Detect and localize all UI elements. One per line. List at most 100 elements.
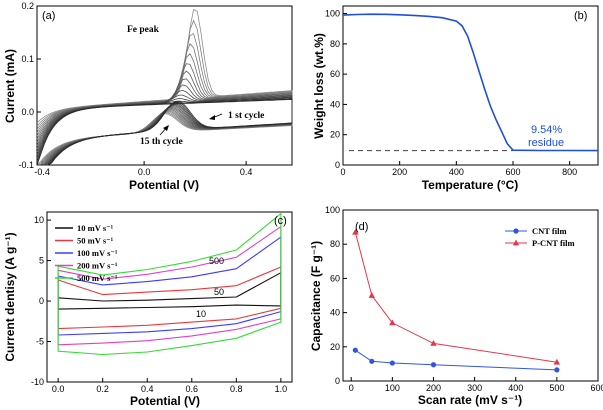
panel-c-curves	[57, 213, 282, 356]
panel-d-ticks: 0 100 200 300 400 500 600 0 20 40 60 80 100	[325, 205, 603, 393]
panel-d-label: (d)	[355, 221, 368, 233]
panel-c-xtick-label: 0.2	[96, 384, 109, 394]
panel-d-ytick-label: 60	[330, 273, 340, 283]
legend-marker-1	[513, 228, 519, 234]
panel-b-ylabel: Weight loss (wt.%)	[312, 33, 326, 139]
panel-d-xtick-label: 200	[426, 383, 441, 393]
panel-a-label: (a)	[42, 10, 55, 22]
panel-b: 0 200 400 600 800 0 20 40 60 80 100 (b) 9.54% resi…	[312, 5, 599, 192]
panel-c-ytick-label: -10	[31, 377, 44, 387]
panel-a-xtick-label: -0.4	[34, 167, 50, 177]
cnt-point	[352, 347, 358, 353]
panel-a-ytick-label: 0.0	[21, 107, 34, 117]
panel-c-ticks: 0.0 0.2 0.4 0.6 0.8 1.0 -10 -5 0 5 10	[31, 215, 287, 394]
panel-b-label: (b)	[574, 10, 587, 22]
cnt-point	[389, 360, 395, 366]
panel-d-xtick-label: 400	[508, 383, 523, 393]
panel-d-ytick-label: 20	[330, 342, 340, 352]
annotation-1st-cycle: 1 st cycle	[228, 111, 264, 121]
panel-b-curves	[342, 13, 599, 152]
legend-label-2: 50 mV s⁻¹	[77, 236, 114, 246]
curve-label-500: 500	[209, 256, 224, 266]
panel-d-ytick-label: 100	[325, 205, 340, 215]
panel-d-frame	[342, 209, 599, 382]
panel-c-xlabel: Potential (V)	[130, 394, 200, 408]
panel-b-xtick-label: 200	[392, 167, 407, 177]
panel-a-xtick-label: 0.4	[240, 167, 253, 177]
panel-d-ytick-label: 80	[330, 239, 340, 249]
legend-label-4: 200 mV s⁻¹	[77, 261, 118, 271]
legend-label-1: 10 mV s⁻¹	[77, 223, 114, 233]
cnt-point	[369, 358, 375, 364]
curve-label-50: 50	[214, 287, 224, 297]
arrow-1st-cycle-head	[209, 115, 215, 120]
panel-b-ytick-label: 80	[330, 39, 340, 49]
panel-b-ytick-label: 20	[330, 130, 340, 140]
tga-line	[342, 13, 599, 152]
panel-b-ytick-label: 40	[330, 99, 340, 109]
pcnt-point	[430, 339, 437, 346]
panel-a-curves	[36, 8, 293, 166]
panel-c-xtick-label: 0.8	[230, 384, 243, 394]
legend-label-3: 100 mV s⁻¹	[77, 248, 118, 258]
legend-label-5: 500 mV s⁻¹	[77, 273, 118, 283]
panel-d-ytick-label: 0	[335, 376, 340, 386]
panel-b-xtick-label: 800	[562, 167, 577, 177]
panel-b-ytick-label: 100	[325, 9, 340, 19]
panel-d-xtick-label: 500	[549, 383, 564, 393]
panel-c-xtick-label: 1.0	[275, 384, 288, 394]
curve-label-10: 10	[196, 309, 206, 319]
panel-a-ytick-label: 0.1	[21, 54, 34, 64]
panel-c-frame	[46, 211, 293, 383]
panel-a-ytick-label: -0.1	[18, 160, 34, 170]
panel-b-xtick-label: 400	[449, 167, 464, 177]
panel-b-frame	[342, 5, 599, 166]
panel-c-ytick-label: -5	[36, 337, 44, 347]
panel-b-ticks: 0 200 400 600 800 0 20 40 60 80 100	[325, 9, 577, 177]
cv-loop-5	[57, 213, 282, 356]
arrow-15th-cycle-head	[163, 125, 169, 131]
cv-cycle-15	[36, 99, 293, 166]
panel-b-ytick-label: 0	[335, 160, 340, 170]
panel-d-legend: CNT film P-CNT film	[505, 226, 575, 248]
panel-a-frame	[36, 5, 293, 166]
panel-c: 0.0 0.2 0.4 0.6 0.8 1.0 -10 -5 0 5 10 10 mV s⁻¹ 50 …	[3, 211, 293, 408]
cnt-point	[554, 367, 560, 373]
series-line-1	[355, 349, 557, 371]
panel-a-ylabel: Current (mA)	[3, 49, 17, 123]
residue-label: residue	[528, 137, 564, 149]
panel-c-ylabel: Current dentisy (A g⁻¹)	[3, 232, 17, 361]
panel-c-xtick-label: 0.4	[141, 384, 154, 394]
panel-d-xtick-label: 300	[467, 383, 482, 393]
cnt-point	[430, 362, 437, 368]
panel-c-ytick-label: 0	[39, 296, 44, 306]
pcnt-point	[352, 228, 359, 235]
panel-c-label: (c)	[274, 215, 287, 227]
pcnt-point	[368, 292, 375, 298]
panel-c-xtick-label: 0.0	[52, 384, 65, 394]
panel-b-ytick-label: 60	[330, 69, 340, 79]
panel-a-xlabel: Potential (V)	[129, 178, 199, 192]
panel-a-ytick-label: 0.2	[21, 1, 34, 11]
annotation-15th-cycle: 15 th cycle	[140, 137, 183, 147]
panel-d-xlabel: Scan rate (mV s⁻¹)	[418, 393, 522, 407]
panel-d-ytick-label: 40	[330, 308, 340, 318]
panel-d-xtick-label: 0	[349, 383, 354, 393]
pcnt-point	[389, 319, 396, 326]
legend-label-2: P-CNT film	[532, 238, 575, 248]
panel-a-xtick-label: 0.0	[138, 167, 151, 177]
series-line-2	[354, 232, 557, 363]
panel-d: 0 100 200 300 400 500 600 0 20 40 60 80 100 CNT film…	[309, 205, 603, 407]
panel-c-ytick-label: 5	[39, 256, 44, 266]
panel-d-ylabel: Capacitance (F g⁻¹)	[309, 241, 323, 351]
panel-c-legend: 10 mV s⁻¹ 50 mV s⁻¹ 100 mV s⁻¹ 200 mV s⁻¹ 50…	[55, 223, 118, 283]
residue-percent: 9.54%	[531, 124, 562, 136]
panel-c-ytick-label: 10	[34, 215, 44, 225]
panel-d-xtick-label: 100	[385, 383, 400, 393]
cv-cycle-8	[36, 78, 293, 166]
legend-marker-2	[512, 239, 520, 246]
pcnt-point	[553, 358, 561, 365]
legend-label-1: CNT film	[532, 226, 567, 236]
panel-d-xtick-label: 600	[590, 383, 603, 393]
